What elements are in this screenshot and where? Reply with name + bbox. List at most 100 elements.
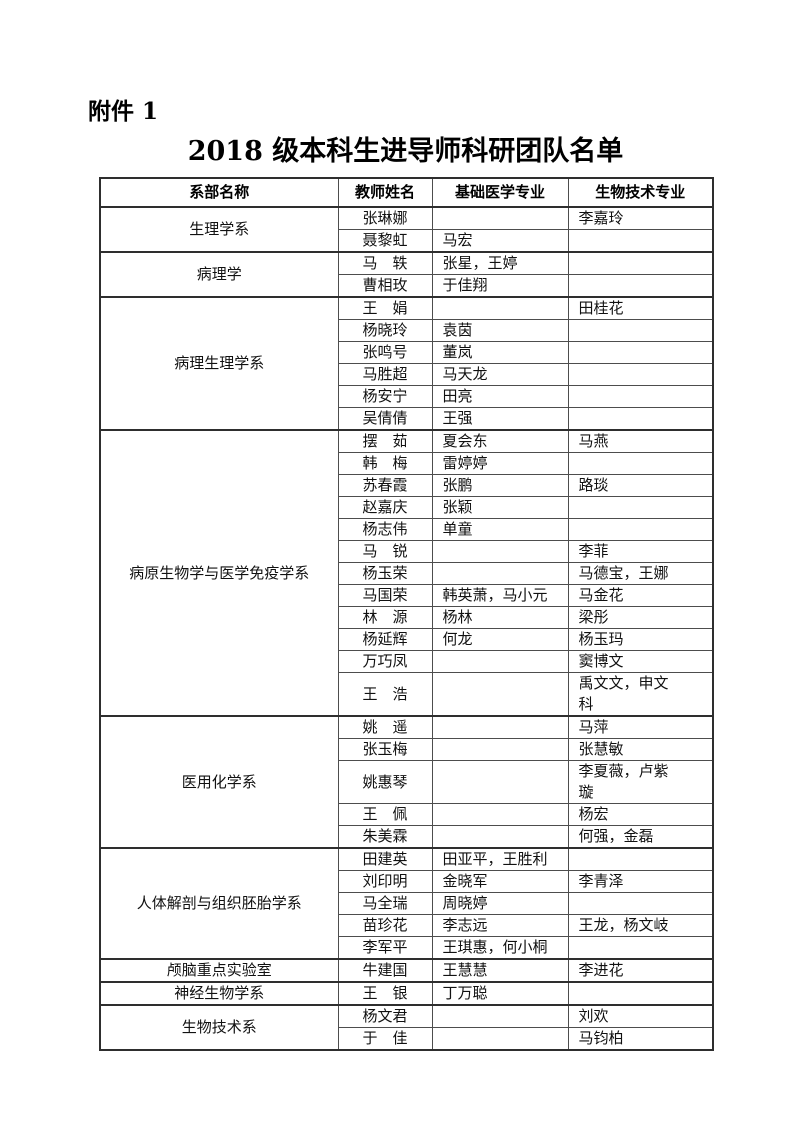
biotech-students-cell: 梁彤 (567, 606, 714, 629)
basic-medicine-students-cell: 周晓婷 (431, 892, 569, 915)
table-header-row: 系部名称 教师姓名 基础医学专业 生物技术专业 (99, 177, 714, 208)
teacher-name-cell: 赵嘉庆 (337, 496, 433, 519)
biotech-students-cell: 马萍 (567, 715, 714, 739)
teacher-name-cell: 万巧凤 (337, 650, 433, 673)
biotech-students-cell: 杨宏 (567, 803, 714, 826)
teacher-name-cell: 马 锐 (337, 540, 433, 563)
table-row: 万巧凤 窦博文 (100, 650, 714, 673)
biotech-students-cell (567, 892, 714, 915)
biotech-students-cell: 张慧敏 (567, 738, 714, 761)
department-cell: 生物技术系 (99, 1004, 339, 1051)
teacher-name-cell: 聂黎虹 (337, 229, 433, 253)
teacher-name-cell: 王 银 (337, 981, 433, 1006)
teacher-name-cell: 杨安宁 (337, 385, 433, 408)
table-row: 病理生理学系王 娟 田桂花 (99, 296, 714, 431)
table-row: 杨延辉 何龙 杨玉玛 (100, 628, 714, 651)
basic-medicine-students-cell (431, 1027, 569, 1051)
department-cell: 病理生理学系 (99, 296, 339, 431)
basic-medicine-students-cell: 于佳翔 (431, 274, 569, 298)
biotech-students-cell (567, 274, 714, 298)
column-header-biotech: 生物技术专业 (567, 177, 714, 208)
biotech-students-cell: 路琰 (567, 474, 714, 497)
column-header-teacher: 教师姓名 (337, 177, 433, 208)
teacher-name-cell: 苏春霞 (337, 474, 433, 497)
teacher-name-cell: 刘印明 (337, 870, 433, 893)
basic-medicine-students-cell: 张鹏 (431, 474, 569, 497)
teacher-name-cell: 曹相玫 (337, 274, 433, 298)
teacher-name-cell: 杨志伟 (337, 518, 433, 541)
basic-medicine-students-cell: 张颖 (431, 496, 569, 519)
table-row: 医用化学系姚 遥 马萍 (99, 715, 714, 849)
teacher-name-cell: 杨晓玲 (337, 319, 433, 342)
biotech-students-cell: 何强，金磊 (567, 825, 714, 849)
teacher-name-cell: 姚 遥 (337, 715, 433, 739)
table-row: 林 源杨林 梁彤 (100, 606, 714, 629)
department-cell: 病原生物学与医学免疫学系 (99, 429, 339, 717)
biotech-students-cell: 马金花 (567, 584, 714, 607)
table-row: 于 佳 马钧柏 (100, 1027, 714, 1051)
basic-medicine-students-cell: 韩英萧，马小元 (431, 584, 569, 607)
biotech-students-cell: 田桂花 (567, 296, 714, 320)
biotech-students-cell: 马德宝，王娜 (567, 562, 714, 585)
biotech-students-cell (567, 847, 714, 871)
table-row: 马胜超 马天龙 (100, 363, 714, 386)
teacher-name-cell: 张鸣号 (337, 341, 433, 364)
basic-medicine-students-cell: 王强 (431, 407, 569, 431)
biotech-students-cell (567, 452, 714, 475)
teacher-name-cell: 姚惠琴 (337, 760, 433, 804)
basic-medicine-students-cell (431, 650, 569, 673)
biotech-students-cell: 禹文文，申文科 (567, 672, 714, 717)
table-row: 曹相玫 于佳翔 (100, 274, 714, 298)
table-row: 颅脑重点实验室 牛建国 王慧慧 李进花 (99, 958, 714, 983)
basic-medicine-students-cell: 马宏 (431, 229, 569, 253)
basic-medicine-students-cell: 王慧慧 (431, 958, 569, 983)
teacher-name-cell: 王 娟 (337, 296, 433, 320)
basic-medicine-students-cell: 田亮 (431, 385, 569, 408)
biotech-students-cell (567, 518, 714, 541)
basic-medicine-students-cell: 田亚平，王胜利 (431, 847, 569, 871)
teacher-name-cell: 杨延辉 (337, 628, 433, 651)
biotech-students-cell: 李嘉玲 (567, 206, 714, 230)
biotech-students-cell (567, 319, 714, 342)
biotech-students-cell: 马钧柏 (567, 1027, 714, 1051)
biotech-students-cell (567, 229, 714, 253)
basic-medicine-students-cell: 董岚 (431, 341, 569, 364)
column-header-department: 系部名称 (99, 177, 339, 208)
teacher-name-cell: 田建英 (337, 847, 433, 871)
basic-medicine-students-cell: 夏会东 (431, 429, 569, 453)
basic-medicine-students-cell (431, 296, 569, 320)
table-row: 姚惠琴 李夏薇，卢紫璇 (100, 760, 714, 804)
basic-medicine-students-cell (431, 760, 569, 804)
table-row: 马 锐 李菲 (100, 540, 714, 563)
teacher-name-cell: 李军平 (337, 936, 433, 960)
teacher-name-cell: 王 浩 (337, 672, 433, 717)
table-row: 生物技术系 杨文君 刘欢 (99, 1004, 714, 1051)
basic-medicine-students-cell (431, 562, 569, 585)
basic-medicine-students-cell (431, 803, 569, 826)
biotech-students-cell: 马燕 (567, 429, 714, 453)
teacher-name-cell: 张玉梅 (337, 738, 433, 761)
table-row: 赵嘉庆 张颖 (100, 496, 714, 519)
basic-medicine-students-cell: 何龙 (431, 628, 569, 651)
department-cell: 医用化学系 (99, 715, 339, 849)
department-cell: 颅脑重点实验室 (99, 958, 339, 983)
teacher-name-cell: 王 佩 (337, 803, 433, 826)
department-cell: 生理学系 (99, 206, 339, 253)
basic-medicine-students-cell: 马天龙 (431, 363, 569, 386)
table-row: 杨志伟 单童 (100, 518, 714, 541)
teacher-name-cell: 于 佳 (337, 1027, 433, 1051)
basic-medicine-students-cell (431, 1004, 569, 1028)
basic-medicine-students-cell (431, 715, 569, 739)
table-row: 马国荣 韩英萧，马小元 马金花 (100, 584, 714, 607)
table-row: 神经生物学系王 银丁万聪 (99, 981, 714, 1006)
basic-medicine-students-cell: 李志远 (431, 914, 569, 937)
biotech-students-cell: 李夏薇，卢紫璇 (567, 760, 714, 804)
basic-medicine-students-cell: 金晓军 (431, 870, 569, 893)
teacher-name-cell: 林 源 (337, 606, 433, 629)
table-row: 苏春霞 张鹏 路琰 (100, 474, 714, 497)
research-team-table: 系部名称 教师姓名 基础医学专业 生物技术专业 生理学系 张琳娜 李嘉玲 聂黎虹 马宏病… (99, 177, 714, 1051)
biotech-students-cell (567, 251, 714, 275)
basic-medicine-students-cell: 杨林 (431, 606, 569, 629)
table-row: 人体解剖与组织胚胎学系 田建英 田亚平，王胜利 (99, 847, 714, 960)
